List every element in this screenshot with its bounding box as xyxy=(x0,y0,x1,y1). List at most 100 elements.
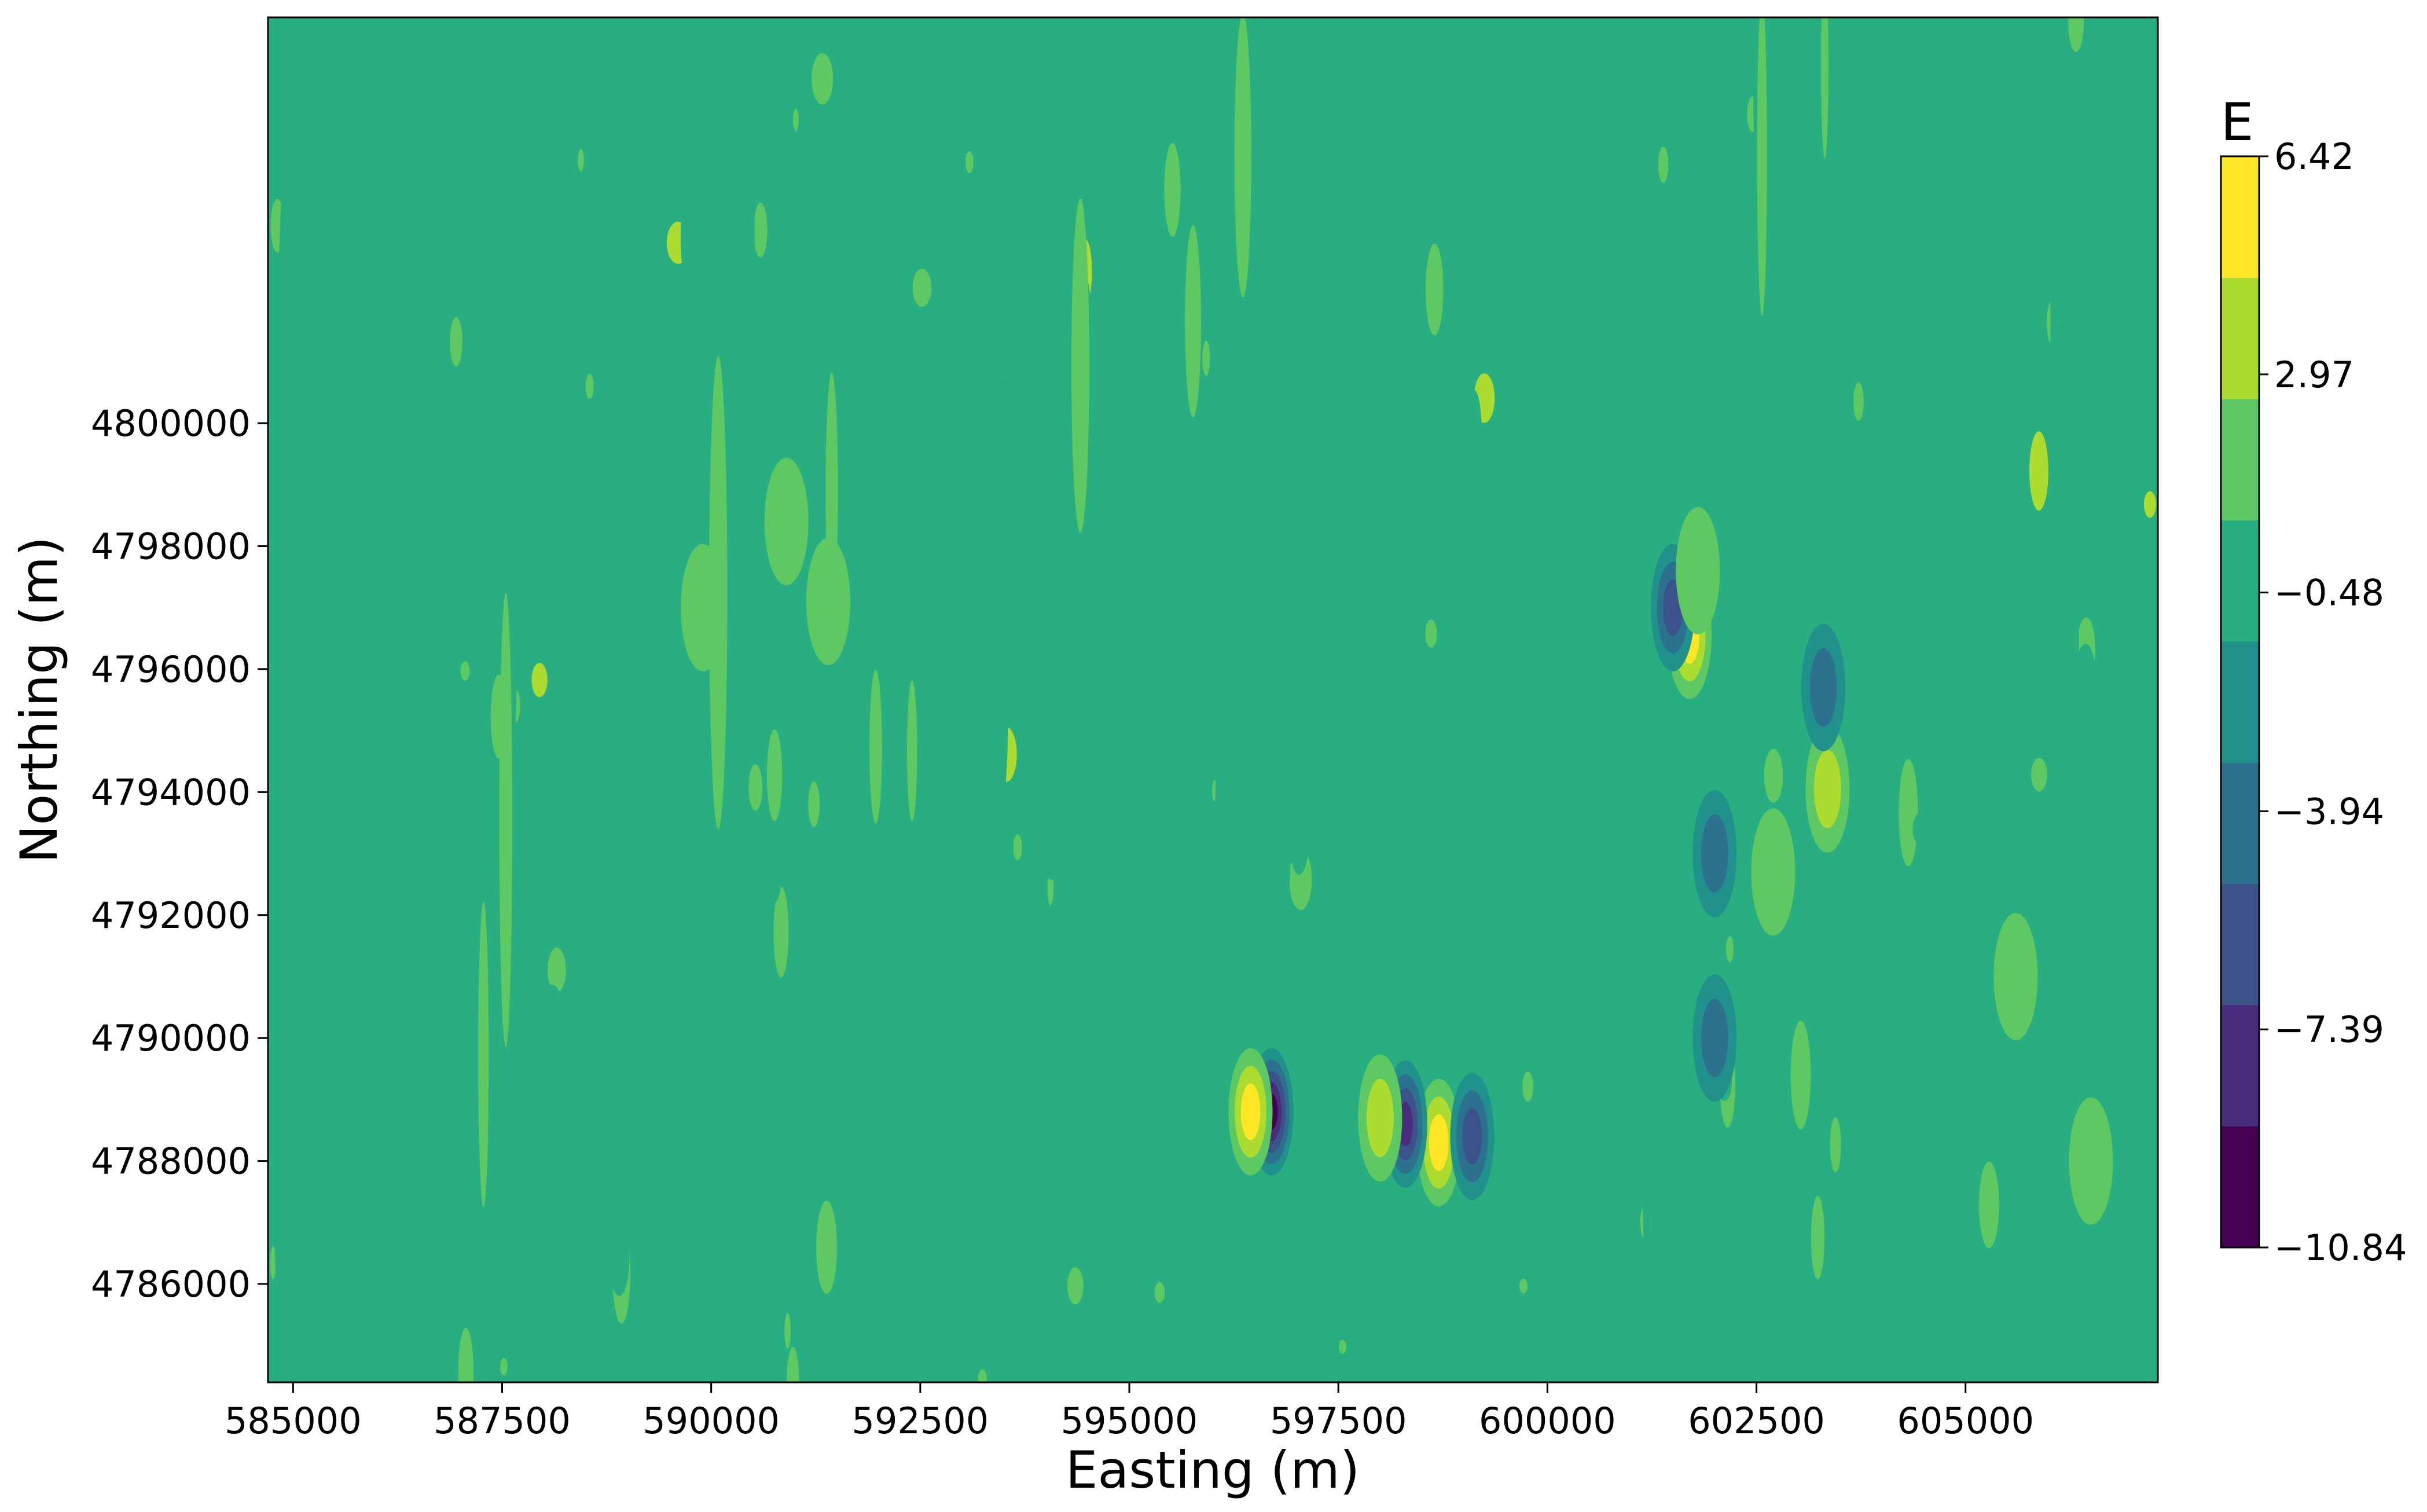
colorbar-band xyxy=(2221,1005,2259,1127)
contour-blob xyxy=(505,61,529,151)
contour-streak xyxy=(1757,1147,1769,1297)
contour-blob xyxy=(2024,221,2040,266)
y-tick-label: 4788000 xyxy=(91,1140,251,1183)
contour-blob xyxy=(1150,1007,1156,1031)
contour-blob xyxy=(491,1201,504,1232)
contour-blob xyxy=(1764,356,1786,485)
contour-blob xyxy=(982,1272,1003,1367)
contour-blob xyxy=(626,962,633,977)
contour-blob xyxy=(1319,1176,1333,1220)
contour-blob xyxy=(1572,945,1578,985)
contour-blob xyxy=(2003,408,2025,481)
contour-blob xyxy=(952,562,957,589)
contour-blob xyxy=(1949,854,1970,900)
contour-blob xyxy=(680,182,703,292)
contour-blob xyxy=(476,195,484,209)
contour-blob xyxy=(1097,397,1104,434)
contour-streak xyxy=(2068,891,2077,1340)
contour-blob xyxy=(1790,983,1798,1018)
contour-blob xyxy=(1526,64,1543,123)
contour-blob xyxy=(1625,1195,1640,1264)
contour-blob xyxy=(325,722,347,828)
x-tick-label: 592500 xyxy=(852,1400,989,1442)
contour-streak xyxy=(380,388,396,827)
colorbar-ticks: −10.84 −7.39 −3.94 −0.48 2.97 6.42 xyxy=(2259,135,2407,1269)
contour-blob xyxy=(1342,1053,1357,1129)
contour-blob xyxy=(1603,25,1624,96)
contour-blob xyxy=(2074,644,2096,721)
contour-blob xyxy=(1901,86,1915,156)
contour-blob xyxy=(1592,1324,1614,1382)
contour-blob xyxy=(1025,1300,1046,1382)
contour-blob xyxy=(978,1369,987,1382)
contour-blob xyxy=(814,98,822,133)
contour-blob xyxy=(912,269,931,307)
contour-streak xyxy=(447,622,456,1142)
contour-blob xyxy=(2068,17,2084,52)
colorbar-tick-label: −10.84 xyxy=(2274,1227,2407,1269)
contour-blob xyxy=(1306,545,1318,601)
contour-blob xyxy=(787,1346,799,1382)
contour-blob xyxy=(2143,491,2156,518)
colorbar-band xyxy=(2221,641,2259,763)
colorbar-tick-label: 2.97 xyxy=(2274,354,2354,396)
contour-blob xyxy=(638,1093,650,1128)
contour-blob xyxy=(1185,1049,1197,1083)
contour-blob xyxy=(1059,989,1066,1001)
contour-blob xyxy=(772,17,792,39)
contour-blob xyxy=(1446,1001,1462,1045)
contour-streak xyxy=(1507,710,1519,1042)
contour-blob xyxy=(445,133,457,189)
contour-streak xyxy=(1254,17,1268,355)
contour-streak xyxy=(1119,380,1129,534)
contour-blob xyxy=(1354,947,1368,1018)
contour-blob xyxy=(1278,168,1288,209)
contour-blob xyxy=(600,17,615,43)
colorbar-tick-label: −0.48 xyxy=(2274,572,2384,614)
contour-blob xyxy=(568,260,578,301)
contour-blob xyxy=(1432,1227,1452,1300)
contour-blob xyxy=(1386,793,1401,862)
contour-blob xyxy=(1721,17,1742,59)
contour-blob xyxy=(1058,669,1069,692)
contour-blob xyxy=(1396,136,1413,221)
contour-blob xyxy=(1485,478,1500,527)
contour-blob xyxy=(1764,748,1783,803)
contour-blob xyxy=(674,17,693,72)
contour-blob xyxy=(2038,195,2046,221)
contour-blob xyxy=(905,94,912,115)
contour-blob xyxy=(412,423,425,472)
contour-blob xyxy=(1826,156,1837,177)
contour-blob xyxy=(341,311,363,383)
contour-blob xyxy=(2103,980,2110,995)
contour-blob xyxy=(872,489,894,573)
contour-blob xyxy=(1459,958,1475,1054)
contour-streak xyxy=(1622,392,1633,805)
contour-blob xyxy=(1025,453,1032,490)
contour-blob xyxy=(1098,196,1117,249)
contour-blob xyxy=(833,436,855,563)
contour-blob xyxy=(628,984,647,1080)
colorbar-band xyxy=(2221,398,2259,520)
contour-blob xyxy=(699,1302,719,1365)
colorbar-bands xyxy=(2221,156,2259,1248)
contour-blob xyxy=(754,203,768,258)
contour-blob xyxy=(1047,239,1060,273)
contour-blob xyxy=(1536,377,1545,394)
contour-blob xyxy=(578,149,584,172)
contour-blob xyxy=(1790,1021,1811,1129)
colorbar: −10.84 −7.39 −3.94 −0.48 2.97 6.42 E xyxy=(2220,92,2407,1269)
contour-blob xyxy=(399,475,413,531)
contour-blob xyxy=(2147,668,2158,780)
contour-blob xyxy=(908,376,925,476)
contour-blob xyxy=(1539,183,1544,195)
contour-blob xyxy=(1797,225,1817,324)
contour-blob xyxy=(1743,1067,1761,1158)
contour-blob xyxy=(1426,450,1435,488)
contour-blob xyxy=(1103,794,1120,853)
contour-blob xyxy=(378,1041,386,1056)
contour-blob xyxy=(1911,1086,1921,1131)
contour-blob xyxy=(1495,666,1506,693)
contour-blob xyxy=(295,461,309,535)
contour-blob xyxy=(1112,1150,1129,1211)
